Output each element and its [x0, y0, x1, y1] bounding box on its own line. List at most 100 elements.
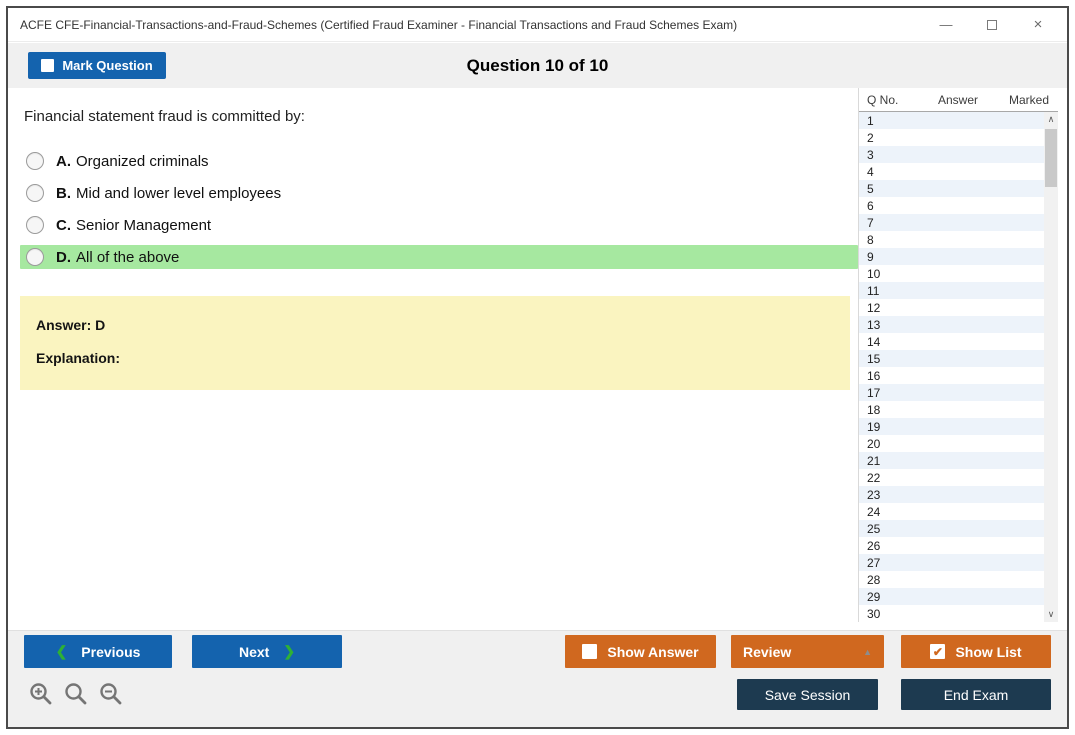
scroll-up-icon[interactable]: ∧	[1047, 114, 1055, 124]
question-list-row[interactable]: 2	[859, 129, 1045, 146]
question-list-row[interactable]: 26	[859, 537, 1045, 554]
exam-window: ACFE CFE-Financial-Transactions-and-Frau…	[6, 6, 1069, 729]
checkmark-icon: ✔	[932, 644, 943, 659]
question-list-row[interactable]: 22	[859, 469, 1045, 486]
question-list-row[interactable]: 7	[859, 214, 1045, 231]
options-list: A. Organized criminals B. Mid and lower …	[20, 149, 858, 269]
question-list-row[interactable]: 19	[859, 418, 1045, 435]
question-number: 18	[867, 402, 881, 417]
explanation-label: Explanation:	[36, 350, 121, 366]
question-header: Mark Question Question 10 of 10	[8, 43, 1067, 88]
question-number: 10	[867, 266, 881, 281]
question-list-row[interactable]: 4	[859, 163, 1045, 180]
answer-panel: Answer: D Explanation:	[20, 296, 850, 390]
mark-question-button[interactable]: Mark Question	[28, 52, 166, 79]
question-list-row[interactable]: 23	[859, 486, 1045, 503]
question-counter: Question 10 of 10	[466, 56, 609, 75]
answer-option[interactable]: C. Senior Management	[20, 213, 858, 237]
question-list-row[interactable]: 5	[859, 180, 1045, 197]
window-title: ACFE CFE-Financial-Transactions-and-Frau…	[20, 17, 738, 32]
option-letter: D.	[56, 248, 71, 266]
review-button[interactable]: Review ▲	[731, 635, 884, 668]
answer-text: Answer: D	[36, 317, 106, 333]
question-list-row[interactable]: 18	[859, 401, 1045, 418]
option-letter: C.	[56, 216, 71, 234]
question-list-row[interactable]: 27	[859, 554, 1045, 571]
answer-option[interactable]: D. All of the above	[20, 245, 858, 269]
radio-button-icon[interactable]	[26, 152, 44, 170]
previous-button[interactable]: ❮ Previous	[24, 635, 172, 668]
question-number: 20	[867, 436, 881, 451]
radio-button-icon[interactable]	[26, 184, 44, 202]
minimize-icon: —	[939, 17, 953, 32]
question-text: Financial statement fraud is committed b…	[24, 108, 305, 125]
question-list-row[interactable]: 9	[859, 248, 1045, 265]
question-number: 7	[867, 215, 874, 230]
question-list-row[interactable]: 29	[859, 588, 1045, 605]
question-number: 8	[867, 232, 874, 247]
option-text: All of the above	[76, 248, 180, 266]
radio-button-icon[interactable]	[26, 216, 44, 234]
column-qno: Q No.	[867, 92, 899, 107]
question-number: 19	[867, 419, 881, 434]
next-button[interactable]: Next ❯	[192, 635, 342, 668]
question-panel: Financial statement fraud is committed b…	[20, 88, 858, 390]
question-list-row[interactable]: 20	[859, 435, 1045, 452]
minimize-button[interactable]: —	[923, 8, 969, 41]
answer-option[interactable]: A. Organized criminals	[20, 149, 858, 173]
question-list-row[interactable]: 30	[859, 605, 1045, 622]
question-number: 17	[867, 385, 881, 400]
question-list-row[interactable]: 8	[859, 231, 1045, 248]
question-list-row[interactable]: 15	[859, 350, 1045, 367]
previous-label: Previous	[81, 643, 141, 660]
question-number: 5	[867, 181, 874, 196]
show-answer-button[interactable]: Show Answer	[565, 635, 716, 668]
zoom-reset-icon[interactable]	[63, 681, 89, 707]
scroll-down-icon[interactable]: ∨	[1047, 609, 1055, 619]
radio-button-icon[interactable]	[26, 248, 44, 266]
question-number: 29	[867, 589, 881, 604]
show-list-checkbox[interactable]: ✔	[930, 644, 946, 659]
show-list-button[interactable]: ✔ Show List	[901, 635, 1051, 668]
review-label: Review	[743, 643, 792, 660]
question-number: 15	[867, 351, 881, 366]
answer-option[interactable]: B. Mid and lower level employees	[20, 181, 858, 205]
footer-bar: ❮ Previous Next ❯ Show Answer Review ▲ ✔…	[8, 630, 1067, 727]
question-list-row[interactable]: 11	[859, 282, 1045, 299]
question-list-row[interactable]: 16	[859, 367, 1045, 384]
question-list-row[interactable]: 24	[859, 503, 1045, 520]
question-list-row[interactable]: 6	[859, 197, 1045, 214]
question-number: 3	[867, 147, 874, 162]
question-list-row[interactable]: 17	[859, 384, 1045, 401]
maximize-button[interactable]	[969, 8, 1015, 41]
question-list-row[interactable]: 14	[859, 333, 1045, 350]
show-answer-checkbox[interactable]	[582, 644, 598, 659]
question-list-row[interactable]: 28	[859, 571, 1045, 588]
end-exam-button[interactable]: End Exam	[901, 679, 1051, 710]
question-list-row[interactable]: 13	[859, 316, 1045, 333]
save-session-button[interactable]: Save Session	[737, 679, 878, 710]
main-area: Financial statement fraud is committed b…	[8, 88, 1067, 630]
maximize-icon	[987, 19, 997, 30]
question-list-row[interactable]: 21	[859, 452, 1045, 469]
scrollbar-thumb[interactable]	[1045, 129, 1057, 187]
question-number: 13	[867, 317, 881, 332]
question-list-scrollbar[interactable]: ∧ ∨	[1044, 112, 1058, 622]
question-list-row[interactable]: 1	[859, 112, 1045, 129]
close-button[interactable]: ×	[1015, 8, 1061, 41]
show-list-label: Show List	[955, 643, 1022, 660]
question-list-header: Q No. Answer Marked	[859, 88, 1058, 112]
zoom-out-icon[interactable]	[98, 681, 124, 707]
mark-question-checkbox[interactable]	[41, 59, 55, 72]
zoom-in-icon[interactable]	[28, 681, 54, 707]
question-number: 27	[867, 555, 881, 570]
question-list-row[interactable]: 3	[859, 146, 1045, 163]
question-list-row[interactable]: 10	[859, 265, 1045, 282]
question-list-row[interactable]: 12	[859, 299, 1045, 316]
question-number: 21	[867, 453, 881, 468]
title-bar: ACFE CFE-Financial-Transactions-and-Frau…	[8, 8, 1067, 42]
question-list-row[interactable]: 25	[859, 520, 1045, 537]
close-icon: ×	[1033, 16, 1043, 33]
question-list-panel: Q No. Answer Marked ∧ ∨ 1 2 3 4 5 6 7 8 …	[858, 88, 1058, 622]
question-number: 12	[867, 300, 881, 315]
